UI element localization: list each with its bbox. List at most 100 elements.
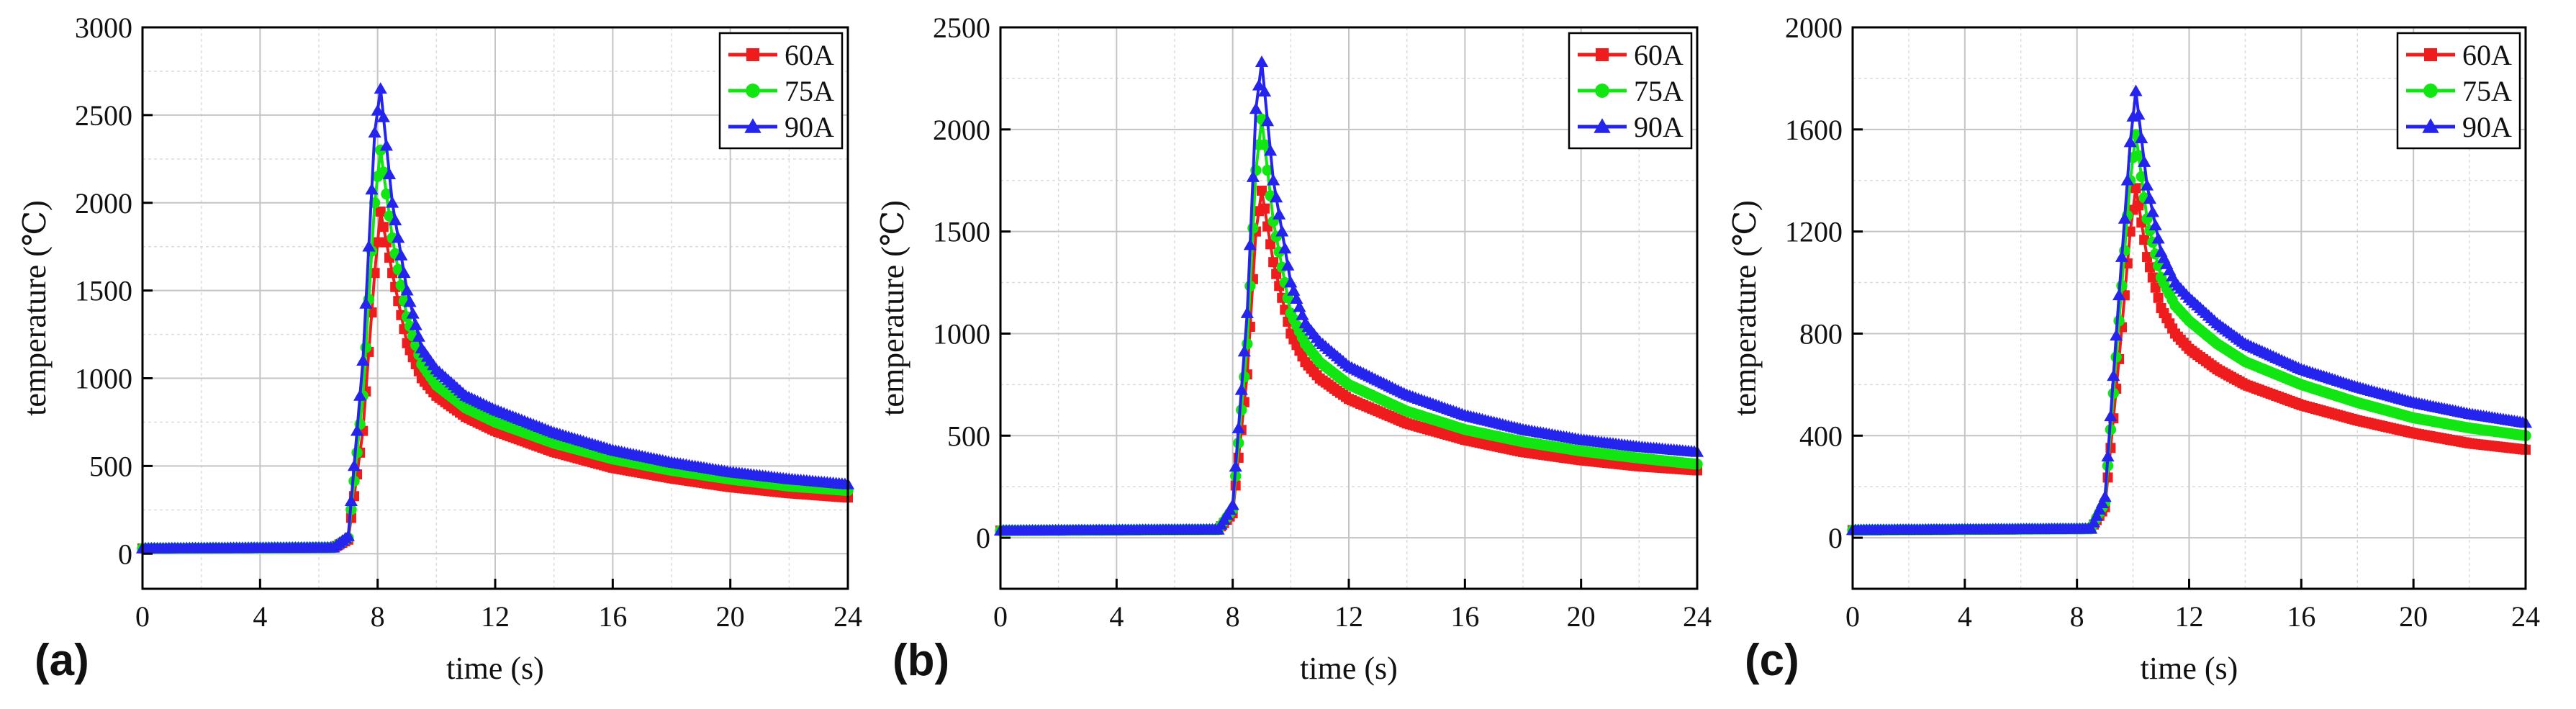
data-point bbox=[356, 354, 370, 366]
data-point bbox=[2150, 282, 2161, 293]
data-point bbox=[1270, 191, 1283, 203]
data-point bbox=[409, 318, 422, 330]
data-point bbox=[392, 231, 405, 243]
y-tick-label: 1600 bbox=[1785, 114, 1843, 146]
x-tick-label: 20 bbox=[716, 600, 745, 633]
y-axis: 0 400 800 1200 1600 2000 bbox=[1785, 12, 1863, 554]
x-tick-label: 8 bbox=[1226, 600, 1240, 633]
data-point bbox=[362, 240, 376, 252]
data-point bbox=[1247, 222, 1259, 234]
chart-panel-2: 0 4 8 12 16 20 24 0 500 1000 1500 2000 2500 time (s) t… bbox=[875, 12, 1712, 686]
y-tick-label: 2000 bbox=[1785, 12, 1843, 44]
y-axis-label: temperature (℃) bbox=[17, 200, 53, 416]
legend-entry-90A: 90A bbox=[728, 111, 834, 143]
series-group bbox=[135, 82, 855, 554]
data-point bbox=[2146, 205, 2159, 217]
y-axis: 0 500 1000 1500 2000 2500 3000 bbox=[75, 12, 153, 570]
data-point bbox=[2104, 410, 2118, 422]
legend-entry-90A: 90A bbox=[2406, 111, 2512, 143]
data-point bbox=[1260, 114, 1275, 127]
data-point bbox=[395, 279, 407, 292]
data-point bbox=[1275, 225, 1289, 237]
chart-panel-3: 0 4 8 12 16 20 24 0 400 800 1200 1600 2000 time (s) te… bbox=[1727, 12, 2540, 686]
y-axis-label: temperature (℃) bbox=[875, 200, 910, 416]
data-point bbox=[2101, 450, 2115, 462]
data-point bbox=[344, 495, 358, 506]
data-point bbox=[397, 266, 411, 279]
legend-marker bbox=[1594, 118, 1611, 133]
data-point bbox=[2120, 173, 2134, 186]
data-point bbox=[341, 529, 355, 541]
data-point bbox=[389, 214, 402, 225]
y-tick-label: 1500 bbox=[933, 216, 990, 248]
data-point bbox=[1287, 284, 1301, 296]
data-point bbox=[394, 248, 408, 261]
x-tick-label: 0 bbox=[1845, 600, 1860, 633]
legend-entry-75A: 75A bbox=[728, 75, 834, 107]
legend-marker bbox=[744, 118, 761, 133]
data-point bbox=[359, 297, 373, 309]
data-point bbox=[378, 222, 389, 232]
data-point bbox=[403, 295, 417, 307]
x-tick-label: 0 bbox=[993, 600, 1008, 633]
y-tick-label: 2000 bbox=[75, 187, 132, 220]
series-90A bbox=[993, 55, 1704, 536]
data-point bbox=[2110, 329, 2123, 341]
y-tick-label: 0 bbox=[1828, 522, 1843, 554]
x-tick-label: 8 bbox=[2070, 600, 2084, 633]
data-point bbox=[382, 168, 397, 179]
data-point bbox=[368, 126, 381, 138]
y-tick-label: 0 bbox=[118, 538, 132, 570]
data-point bbox=[2148, 219, 2162, 230]
x-tick-label: 4 bbox=[1109, 600, 1124, 633]
y-tick-label: 2500 bbox=[75, 99, 132, 132]
data-point bbox=[351, 447, 363, 459]
data-point bbox=[2113, 315, 2125, 327]
legend-label: 75A bbox=[785, 75, 834, 107]
data-point bbox=[2116, 280, 2128, 292]
y-tick-label: 500 bbox=[89, 450, 132, 482]
data-point bbox=[353, 389, 367, 401]
data-point bbox=[2089, 509, 2104, 521]
x-tick-label: 24 bbox=[1683, 600, 1712, 633]
legend-entry-75A: 75A bbox=[2406, 75, 2512, 107]
data-point bbox=[2151, 232, 2165, 244]
y-tick-label: 1500 bbox=[75, 275, 132, 307]
legend-label: 60A bbox=[2462, 39, 2512, 71]
data-point bbox=[376, 110, 390, 122]
data-point bbox=[375, 206, 386, 217]
data-point bbox=[379, 139, 394, 151]
legend-marker bbox=[2422, 118, 2439, 133]
x-tick-label: 16 bbox=[2287, 600, 2315, 633]
data-point bbox=[365, 183, 379, 195]
data-point bbox=[1229, 460, 1242, 472]
data-point bbox=[2115, 250, 2129, 262]
x-tick-label: 4 bbox=[253, 600, 267, 633]
data-point bbox=[2133, 200, 2144, 211]
data-point bbox=[2095, 497, 2109, 509]
y-tick-label: 1000 bbox=[75, 363, 132, 395]
data-point bbox=[372, 237, 383, 248]
data-point bbox=[1257, 185, 1267, 196]
legend-marker bbox=[1595, 83, 1609, 98]
legend-label: 75A bbox=[1634, 75, 1684, 107]
data-point bbox=[1239, 371, 1250, 383]
data-point bbox=[2130, 183, 2141, 194]
data-point bbox=[2132, 108, 2146, 120]
legend-marker bbox=[2423, 83, 2438, 98]
y-axis-label: temperature (℃) bbox=[1727, 200, 1763, 416]
legend-label: 90A bbox=[785, 111, 834, 143]
data-point bbox=[369, 268, 380, 279]
x-tick-label: 16 bbox=[1450, 600, 1479, 633]
legend-label: 90A bbox=[1634, 111, 1684, 143]
data-point bbox=[1268, 257, 1279, 268]
legend-label: 75A bbox=[2462, 75, 2512, 107]
data-point bbox=[1259, 139, 1270, 150]
data-point bbox=[1284, 276, 1298, 288]
legend-entry-75A: 75A bbox=[1578, 75, 1684, 107]
data-point bbox=[2118, 212, 2131, 224]
x-axis: 0 4 8 12 16 20 24 bbox=[135, 579, 862, 633]
series-90A bbox=[135, 82, 855, 554]
data-point bbox=[1246, 170, 1260, 182]
